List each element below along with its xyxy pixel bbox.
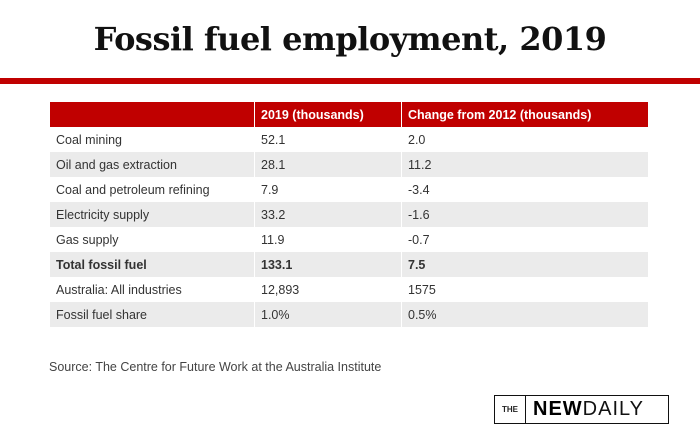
table-cell: 33.2 bbox=[254, 202, 402, 227]
table-cell: 7.5 bbox=[401, 252, 648, 277]
table-row: Electricity supply 33.2 -1.6 bbox=[50, 202, 648, 227]
logo: THE NEW DAILY bbox=[494, 395, 669, 424]
table-cell: Total fossil fuel bbox=[50, 252, 255, 277]
logo-the: THE bbox=[495, 396, 526, 423]
table-cell: Gas supply bbox=[56, 232, 119, 247]
table-cell: 28.1 bbox=[254, 152, 402, 177]
table-cell: Oil and gas extraction bbox=[50, 152, 255, 177]
table-cell: -0.7 bbox=[401, 227, 648, 252]
table-cell: 2.0 bbox=[401, 127, 648, 152]
table-cell: 11.9 bbox=[254, 227, 402, 252]
logo-daily: DAILY bbox=[582, 398, 644, 420]
table-cell: 52.1 bbox=[254, 127, 402, 152]
table-cell: 12,893 bbox=[254, 277, 402, 302]
page-title: Fossil fuel employment, 2019 bbox=[93, 20, 607, 58]
table-row: Coal mining 52.1 2.0 bbox=[50, 127, 648, 152]
table-cell: 1.0% bbox=[254, 302, 402, 327]
table-cell: 133.1 bbox=[254, 252, 402, 277]
table-cell: Fossil fuel share bbox=[50, 302, 255, 327]
table-cell: Australia: All industries bbox=[56, 282, 182, 297]
table-header-row: 2019 (thousands) Change from 2012 (thous… bbox=[50, 102, 648, 127]
column-header: 2019 (thousands) bbox=[254, 102, 402, 127]
data-table: 2019 (thousands) Change from 2012 (thous… bbox=[50, 102, 648, 327]
table-cell: 7.9 bbox=[254, 177, 402, 202]
divider bbox=[0, 78, 700, 84]
table-cell: Electricity supply bbox=[50, 202, 255, 227]
logo-new: NEW bbox=[533, 398, 583, 420]
table-cell: 11.2 bbox=[401, 152, 648, 177]
source-note: Source: The Centre for Future Work at th… bbox=[49, 360, 382, 374]
table-cell: Coal mining bbox=[56, 132, 123, 147]
column-header: Change from 2012 (thousands) bbox=[401, 102, 648, 127]
table-cell: 1575 bbox=[401, 277, 648, 302]
table-row: Gas supply 11.9 -0.7 bbox=[50, 227, 648, 252]
table-cell: -1.6 bbox=[401, 202, 648, 227]
table-row: Total fossil fuel 133.1 7.5 bbox=[50, 252, 648, 277]
table-cell: -3.4 bbox=[401, 177, 648, 202]
column-header bbox=[50, 102, 255, 127]
table-row: Fossil fuel share 1.0% 0.5% bbox=[50, 302, 648, 327]
table-row: Oil and gas extraction 28.1 11.2 bbox=[50, 152, 648, 177]
table-row: Australia: All industries 12,893 1575 bbox=[50, 277, 648, 302]
table-row: Coal and petroleum refining 7.9 -3.4 bbox=[50, 177, 648, 202]
table-cell: 0.5% bbox=[401, 302, 648, 327]
table-cell: Coal and petroleum refining bbox=[56, 182, 210, 197]
